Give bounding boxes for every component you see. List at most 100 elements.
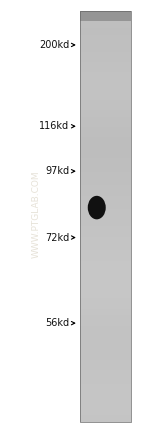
Bar <box>80 158 131 161</box>
Bar <box>80 370 131 374</box>
Bar <box>80 391 131 394</box>
Bar <box>80 322 131 326</box>
Bar <box>80 233 131 237</box>
Bar <box>80 226 131 230</box>
Bar <box>80 257 131 261</box>
Bar <box>80 52 131 55</box>
Bar <box>80 309 131 312</box>
Bar <box>80 14 131 18</box>
Bar <box>80 38 131 42</box>
Bar <box>80 336 131 339</box>
Bar <box>80 155 131 158</box>
Bar <box>80 268 131 271</box>
Bar <box>80 394 131 398</box>
Text: 56kd: 56kd <box>45 318 69 328</box>
Bar <box>80 387 131 391</box>
Bar <box>80 247 131 250</box>
Bar <box>80 285 131 288</box>
Text: 200kd: 200kd <box>39 40 69 50</box>
Ellipse shape <box>92 202 101 214</box>
Bar <box>80 415 131 418</box>
Bar <box>80 93 131 96</box>
Bar <box>80 384 131 387</box>
Bar <box>80 11 131 422</box>
Bar <box>80 124 131 127</box>
Bar <box>80 319 131 322</box>
Bar <box>80 250 131 254</box>
Bar <box>80 404 131 408</box>
Bar <box>80 103 131 107</box>
Bar <box>80 89 131 93</box>
Bar <box>80 367 131 370</box>
Bar <box>80 237 131 240</box>
Bar <box>80 206 131 209</box>
Bar <box>80 72 131 76</box>
Bar <box>80 302 131 305</box>
Bar <box>80 315 131 319</box>
Bar <box>80 261 131 264</box>
Bar <box>80 202 131 206</box>
Bar <box>80 411 131 415</box>
Bar <box>80 329 131 333</box>
Bar <box>80 24 131 28</box>
Ellipse shape <box>88 196 106 219</box>
Bar <box>80 127 131 131</box>
Bar <box>80 360 131 363</box>
Bar <box>80 96 131 100</box>
Bar <box>80 131 131 134</box>
Bar <box>80 312 131 315</box>
Bar <box>80 62 131 65</box>
Bar <box>80 55 131 59</box>
Bar <box>80 223 131 226</box>
Bar <box>80 291 131 295</box>
Bar <box>80 151 131 155</box>
Bar <box>80 165 131 168</box>
Bar <box>80 220 131 223</box>
Bar <box>80 401 131 404</box>
Bar <box>80 213 131 216</box>
Bar <box>80 79 131 83</box>
Bar <box>80 377 131 380</box>
Bar <box>80 398 131 401</box>
Ellipse shape <box>90 199 104 217</box>
Bar <box>80 408 131 411</box>
Bar <box>80 175 131 178</box>
Bar <box>80 110 131 113</box>
Bar <box>80 357 131 360</box>
Bar <box>80 11 131 21</box>
Bar <box>80 288 131 291</box>
Bar <box>80 42 131 45</box>
Text: WWW.PTGLAB.COM: WWW.PTGLAB.COM <box>32 170 40 258</box>
Bar <box>80 339 131 343</box>
Text: 116kd: 116kd <box>39 121 69 131</box>
Bar <box>80 192 131 196</box>
Text: 97kd: 97kd <box>45 166 69 176</box>
Bar <box>80 35 131 38</box>
Bar <box>80 18 131 21</box>
Bar <box>80 144 131 148</box>
Bar <box>80 343 131 346</box>
Bar <box>80 278 131 281</box>
Bar <box>80 209 131 213</box>
Bar <box>80 45 131 48</box>
Bar <box>80 298 131 302</box>
Bar <box>80 76 131 79</box>
Bar <box>80 168 131 172</box>
Bar <box>80 189 131 192</box>
Bar <box>80 172 131 175</box>
Bar <box>80 196 131 199</box>
Bar <box>80 113 131 117</box>
Bar <box>80 240 131 244</box>
Bar <box>80 244 131 247</box>
Bar <box>80 353 131 357</box>
Bar <box>80 31 131 35</box>
Bar <box>80 28 131 31</box>
Bar <box>80 100 131 103</box>
Bar <box>80 346 131 350</box>
Bar <box>80 148 131 151</box>
Bar <box>80 230 131 233</box>
Text: 72kd: 72kd <box>45 232 69 243</box>
Bar <box>80 59 131 62</box>
Bar <box>80 374 131 377</box>
Bar <box>80 185 131 189</box>
